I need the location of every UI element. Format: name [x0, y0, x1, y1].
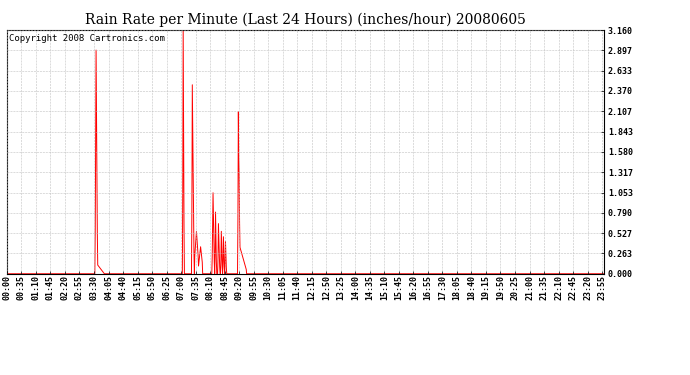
Title: Rain Rate per Minute (Last 24 Hours) (inches/hour) 20080605: Rain Rate per Minute (Last 24 Hours) (in…	[85, 13, 526, 27]
Text: Copyright 2008 Cartronics.com: Copyright 2008 Cartronics.com	[9, 34, 165, 43]
